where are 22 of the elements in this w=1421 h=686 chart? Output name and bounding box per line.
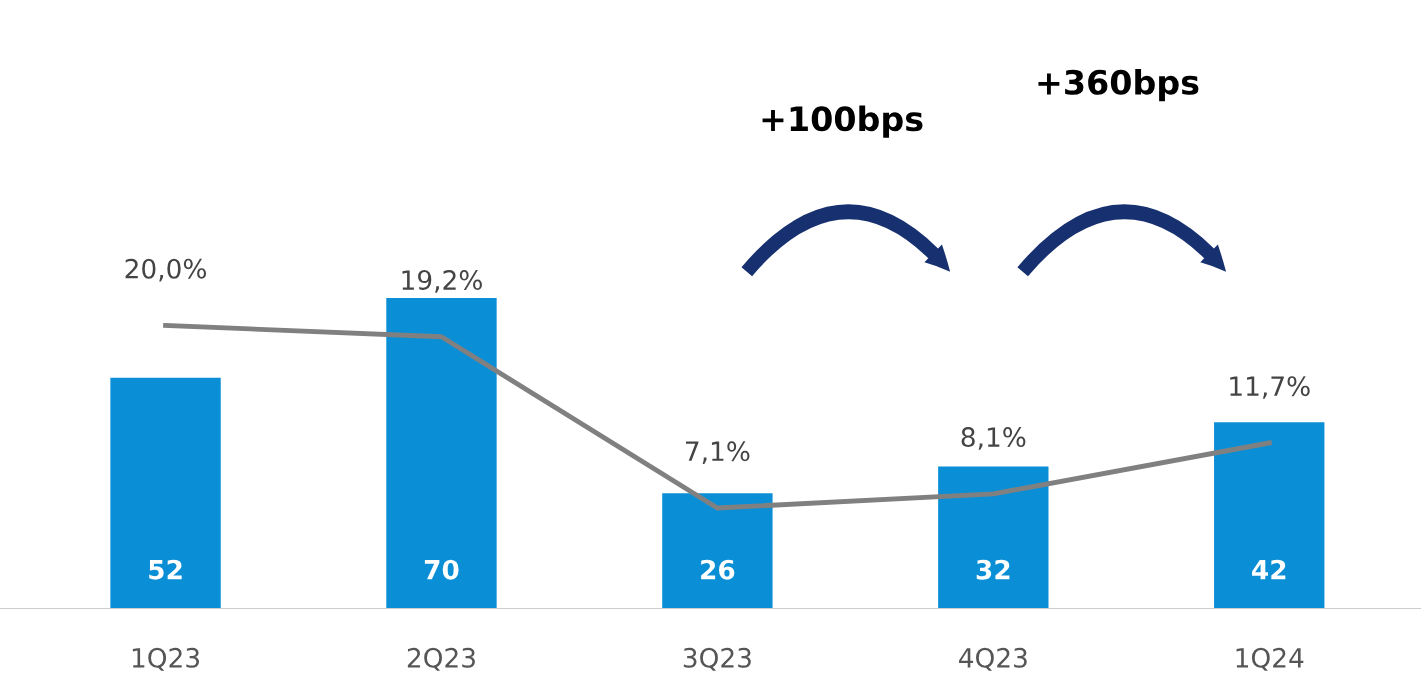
data-label: 32 <box>976 559 1010 580</box>
bar <box>662 493 773 609</box>
x-tick-label: 2Q23 <box>407 647 475 671</box>
data-label: 7,1% <box>686 441 750 464</box>
x-tick-label: 1Q23 <box>132 647 200 671</box>
data-label: 70 <box>424 559 459 580</box>
data-label: 26 <box>701 559 735 580</box>
bar <box>1214 422 1325 609</box>
x-tick-label: 1Q24 <box>1236 647 1304 671</box>
data-label: 20,0% <box>125 258 207 282</box>
x-tick-label: 3Q23 <box>683 647 751 671</box>
bar <box>938 466 1049 609</box>
data-label: 8,1% <box>961 427 1026 450</box>
data-label: 19,2% <box>402 270 482 293</box>
x-tick-label: 4Q23 <box>959 647 1027 671</box>
data-label: 11,7% <box>1230 376 1310 399</box>
text: +360bps <box>1038 69 1199 102</box>
data-label: 42 <box>1252 559 1286 580</box>
text: +100bps <box>762 105 923 138</box>
data-label: 52 <box>149 559 182 580</box>
bar <box>110 377 221 609</box>
bar <box>386 298 497 609</box>
